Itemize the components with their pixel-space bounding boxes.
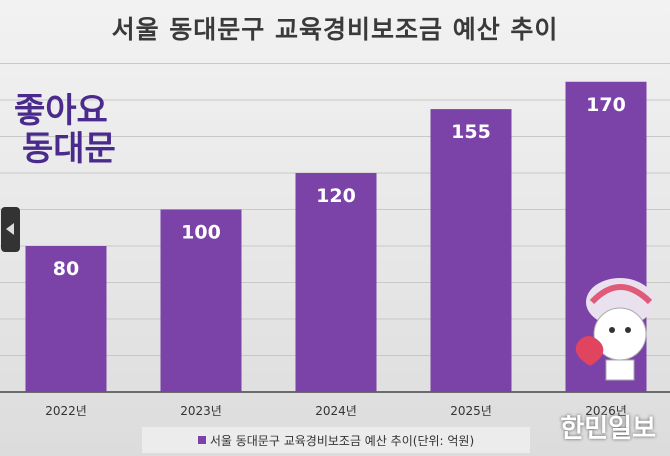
- data-label: 80: [53, 258, 79, 280]
- legend-swatch: [197, 436, 206, 444]
- x-tick-label: 2023년: [180, 404, 222, 418]
- previous-arrow-button[interactable]: [1, 207, 20, 252]
- bar-2025년: [430, 109, 512, 392]
- bar-2024년: [295, 173, 377, 392]
- data-label: 120: [316, 185, 356, 207]
- data-label: 155: [451, 121, 491, 143]
- legend-label: 서울 동대문구 교육경비보조금 예산 추이(단위: 억원): [209, 433, 475, 448]
- x-tick-label: 2026년: [585, 404, 627, 418]
- x-tick-label: 2025년: [450, 404, 492, 418]
- mascot-illustration: [575, 278, 654, 381]
- dongdaemun-logo: 좋아요 동대문: [14, 91, 116, 169]
- x-tick-label: 2024년: [315, 404, 357, 418]
- brand-watermark: 한민일보: [560, 414, 656, 444]
- bar-2023년: [160, 209, 242, 392]
- x-tick-label: 2022년: [45, 404, 87, 418]
- chart-title: 서울 동대문구 교육경비보조금 예산 추이: [111, 15, 559, 44]
- legend: 서울 동대문구 교육경비보조금 예산 추이(단위: 억원): [142, 427, 530, 453]
- bar-2022년: [25, 246, 107, 392]
- data-label: 100: [181, 222, 221, 244]
- data-label: 170: [586, 94, 626, 116]
